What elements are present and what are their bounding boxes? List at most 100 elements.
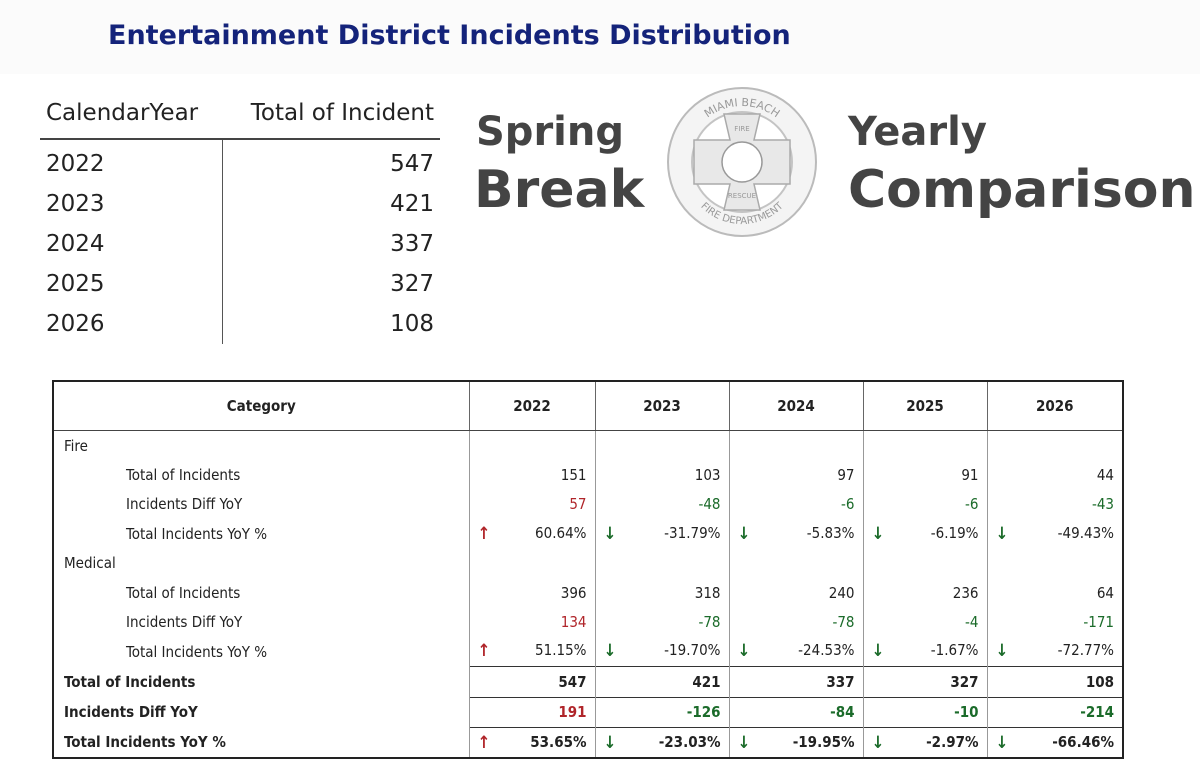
column-header: 2025 [862, 381, 987, 431]
cell-value: -4 [965, 613, 979, 632]
table-cell: -78 [728, 607, 863, 637]
table-row: Total of Incidents 547 421 337 327 108 [52, 666, 1123, 698]
table-cell: ↓ -31.79% [594, 519, 729, 549]
cell-value: -214 [1080, 703, 1114, 722]
table-cell [986, 430, 1123, 461]
table-cell: 421 [594, 666, 729, 698]
table-cell: 421 [222, 184, 440, 224]
table-cell: ↑ 60.64% [468, 519, 595, 549]
logo-center [721, 141, 763, 183]
cell-value: -48 [698, 495, 721, 514]
row-label: Total Incidents YoY % [52, 519, 469, 549]
column-header: Total of Incident [222, 88, 440, 140]
summary-table: CalendarYear Total of Incident 2022 547 2023… [40, 88, 440, 344]
table-cell: -171 [986, 607, 1123, 637]
table-row: Total Incidents YoY % ↑ 51.15% ↓ -19.70% ↓ -24… [52, 636, 1123, 667]
trend-arrow: ↑ [477, 732, 491, 753]
trend-arrow: ↑ [477, 523, 491, 544]
table-cell: -6 [862, 489, 987, 520]
group-label: Medical [52, 548, 469, 578]
table-row: Total of Incidents 396 318 240 236 64 [52, 577, 1123, 608]
trend-arrow: ↓ [737, 732, 751, 753]
table-cell [728, 548, 863, 578]
cell-value: -23.03% [658, 732, 721, 751]
cell-value: 60.64% [535, 523, 587, 542]
row-label: Total Incidents YoY % [52, 727, 469, 759]
table-row: 2022 547 [40, 139, 440, 184]
table-cell: -4 [862, 607, 987, 637]
table-cell: 2026 [46, 311, 105, 337]
table-cell: 57 [468, 489, 595, 520]
table-cell: 108 [222, 304, 440, 344]
cell-value: -19.95% [792, 732, 855, 751]
table-cell: 2024 [46, 231, 105, 257]
column-header: 2024 [728, 381, 863, 431]
table-row: Incidents Diff YoY 57 -48 -6 -6 -43 [52, 489, 1123, 520]
table-cell: ↓ -19.70% [594, 636, 729, 667]
table-cell: 240 [728, 577, 863, 608]
banner-text: Spring [476, 109, 624, 155]
table-cell: ↑ 51.15% [468, 636, 595, 667]
cell-value: 421 [692, 672, 721, 691]
table-cell: 44 [986, 460, 1123, 490]
banner-text: Comparison [848, 160, 1196, 220]
table-cell: 396 [468, 577, 595, 608]
table-cell: ↓ -49.43% [986, 519, 1123, 549]
banner-text: Yearly [848, 109, 987, 155]
banner-text: Break [474, 160, 645, 220]
cell-value: -31.79% [664, 523, 721, 542]
row-label: Total of Incidents [52, 666, 469, 698]
logo-text: FIRE [734, 125, 749, 133]
table-row: Incidents Diff YoY 134 -78 -78 -4 -171 [52, 607, 1123, 637]
table-row: Incidents Diff YoY 191 -126 -84 -10 -214 [52, 696, 1123, 728]
table-cell [594, 430, 729, 461]
trend-arrow: ↓ [603, 641, 617, 662]
cell-value: 337 [826, 672, 855, 691]
table-row: Total of Incidents 151 103 97 91 44 [52, 460, 1123, 490]
cell-value: -72.77% [1057, 641, 1114, 660]
trend-arrow: ↓ [871, 641, 885, 662]
table-cell: 134 [468, 607, 595, 637]
table-cell: 97 [728, 460, 863, 490]
fire-department-logo: MIAMI BEACH FIRE DEPARTMENT FIRE RESCUE [667, 87, 817, 237]
trend-arrow: ↓ [871, 523, 885, 544]
table-row: Total Incidents YoY % ↑ 60.64% ↓ -31.79% ↓ -5.… [52, 519, 1123, 549]
cell-value: -10 [954, 703, 979, 722]
table-cell: -6 [728, 489, 863, 520]
logo-text: RESCUE [728, 192, 756, 200]
cell-value: -78 [698, 613, 721, 632]
table-cell: ↓ -2.97% [862, 726, 987, 759]
table-cell: 318 [594, 577, 729, 608]
cell-value: 547 [558, 672, 587, 691]
cell-value: 103 [694, 466, 721, 485]
row-label: Incidents Diff YoY [52, 697, 469, 728]
trend-arrow: ↓ [603, 732, 617, 753]
cell-value: -78 [832, 613, 855, 632]
table-cell: ↓ -23.03% [594, 726, 729, 759]
table-cell: ↓ -1.67% [862, 636, 987, 667]
table-cell [862, 548, 987, 578]
cell-value: -2.97% [926, 732, 979, 751]
group-row: Fire [52, 430, 1123, 461]
column-header: 2023 [594, 381, 729, 431]
cell-value: -84 [830, 703, 855, 722]
table-cell: 337 [222, 224, 440, 264]
table-cell: 64 [986, 577, 1123, 608]
table-row: 2025 327 [40, 264, 440, 304]
table-cell [862, 430, 987, 461]
trend-arrow: ↓ [995, 732, 1009, 753]
table-cell: -43 [986, 489, 1123, 520]
cell-value: 151 [560, 466, 587, 485]
header-band [0, 0, 1200, 74]
cell-value: 51.15% [535, 641, 587, 660]
table-cell: 2023 [46, 191, 105, 217]
table-cell [728, 430, 863, 461]
cell-value: -6.19% [930, 523, 979, 542]
cell-value: -1.67% [930, 641, 979, 660]
table-cell: -84 [728, 696, 863, 728]
table-cell: 91 [862, 460, 987, 490]
group-row: Medical [52, 548, 1123, 578]
cell-value: 327 [950, 672, 979, 691]
trend-arrow: ↓ [603, 523, 617, 544]
